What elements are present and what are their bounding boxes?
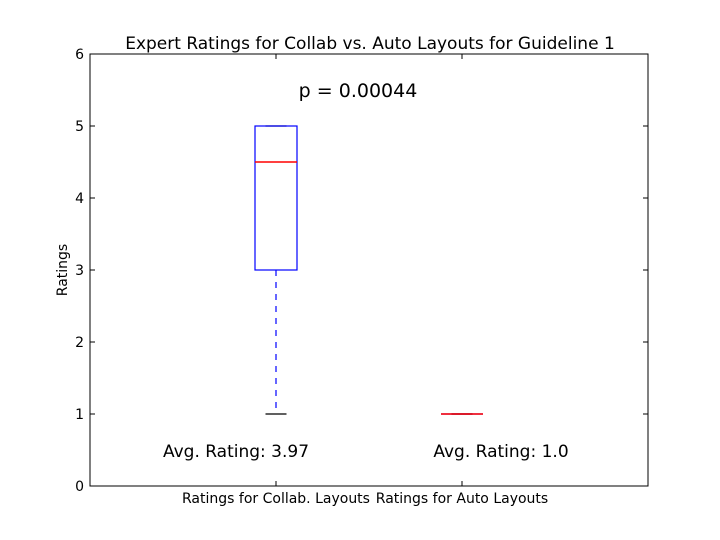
- x-tick-label: Ratings for Collab. Layouts: [182, 491, 370, 507]
- y-tick-label: 5: [75, 119, 84, 135]
- box-body: [254, 125, 298, 271]
- y-tick-label: 3: [75, 263, 84, 279]
- y-axis-label: Ratings: [55, 244, 71, 296]
- plot-area: 0 1 2 3 4 5 6 Ratings for Collab. Layouts Rating…: [75, 47, 649, 507]
- chart-title: Expert Ratings for Collab vs. Auto Layou…: [125, 34, 615, 54]
- axes-frame: [89, 53, 649, 487]
- y-tick-label: 0: [75, 479, 84, 495]
- avg-auto-annotation: Avg. Rating: 1.0: [433, 442, 568, 462]
- x-tick-label: Ratings for Auto Layouts: [376, 491, 548, 507]
- y-tick-label: 1: [75, 407, 84, 423]
- avg-collab-annotation: Avg. Rating: 3.97: [163, 442, 309, 462]
- y-tick-label: 4: [75, 191, 84, 207]
- y-tick-label: 6: [75, 47, 84, 63]
- p-value-annotation: p = 0.00044: [299, 80, 418, 102]
- y-tick-label: 2: [75, 335, 84, 351]
